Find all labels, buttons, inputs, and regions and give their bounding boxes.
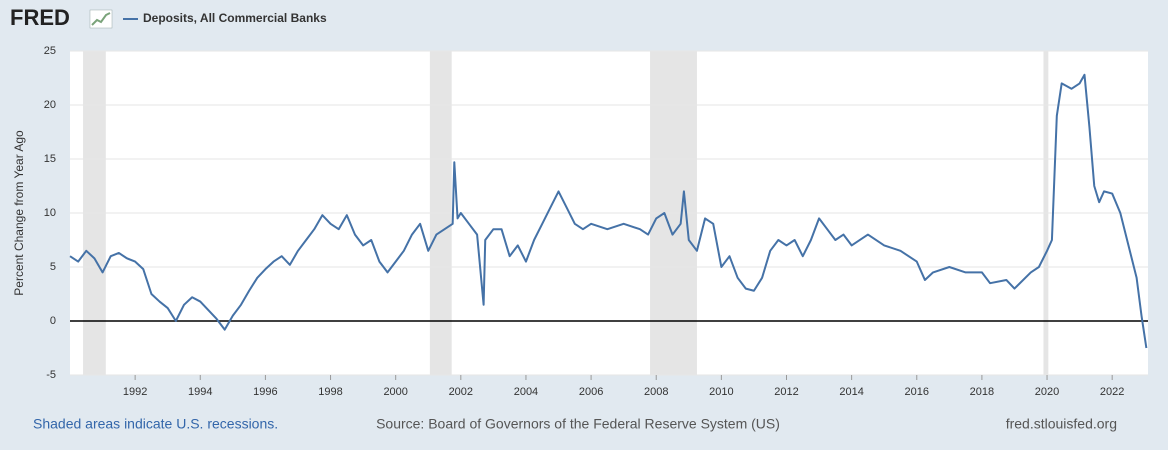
x-tick-label: 2014	[839, 386, 863, 398]
legend-label: Deposits, All Commercial Banks	[143, 11, 327, 25]
y-tick-label: -5	[46, 369, 56, 381]
x-tick-label: 1998	[318, 386, 342, 398]
x-tick-label: 2018	[970, 386, 994, 398]
y-tick-label: 0	[50, 315, 56, 327]
x-tick-label: 2022	[1100, 386, 1124, 398]
x-tick-label: 1994	[188, 386, 212, 398]
x-tick-label: 2010	[709, 386, 733, 398]
x-tick-label: 2020	[1035, 386, 1059, 398]
y-tick-label: 15	[44, 153, 56, 165]
x-tick-label: 1992	[123, 386, 147, 398]
x-tick-label: 2000	[383, 386, 407, 398]
logo: FRED	[10, 5, 70, 30]
y-axis-label: Percent Change from Year Ago	[12, 130, 26, 296]
x-tick-label: 2006	[579, 386, 603, 398]
y-tick-label: 5	[50, 261, 56, 273]
y-tick-label: 20	[44, 99, 56, 111]
x-tick-label: 2002	[449, 386, 473, 398]
y-tick-label: 10	[44, 207, 56, 219]
x-tick-label: 1996	[253, 386, 277, 398]
x-tick-label: 2012	[774, 386, 798, 398]
x-tick-label: 2016	[905, 386, 929, 398]
logo-icon	[89, 9, 113, 29]
x-tick-label: 2004	[514, 386, 538, 398]
footer-note: Shaded areas indicate U.S. recessions.	[33, 416, 278, 432]
x-tick-label: 2008	[644, 386, 668, 398]
footer-source: Source: Board of Governors of the Federa…	[376, 416, 780, 432]
footer-url: fred.stlouisfed.org	[1006, 416, 1117, 432]
y-tick-label: 25	[44, 45, 56, 57]
series-line	[69, 73, 1148, 349]
